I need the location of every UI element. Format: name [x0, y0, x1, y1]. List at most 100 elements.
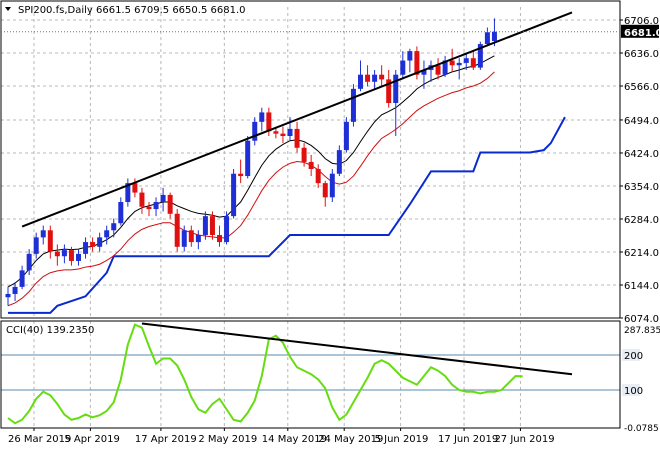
- dropdown-triangle-icon[interactable]: [5, 7, 11, 11]
- cci-trendline: [141, 322, 573, 376]
- candle-down: [294, 128, 300, 148]
- candle-down: [47, 230, 53, 252]
- candle-up: [153, 202, 159, 210]
- candles-layer: [5, 18, 497, 306]
- cci-panel-frame: [0, 320, 621, 429]
- candle-down: [322, 183, 328, 198]
- candle-down: [54, 251, 60, 257]
- candle-up: [407, 51, 413, 61]
- candle-up: [160, 194, 166, 203]
- cci-label: CCI(40) 139.2350: [6, 325, 94, 336]
- time-axis-label: 17 Apr 2019: [135, 434, 197, 445]
- price-trendline: [21, 11, 573, 228]
- candle-down: [167, 194, 173, 214]
- candle-up: [118, 202, 124, 224]
- time-axis-label: 5 Jun 2019: [375, 434, 429, 445]
- price-axis-label: 6284.0: [624, 215, 659, 226]
- candle-up: [224, 216, 230, 243]
- time-axis-label: 2 May 2019: [198, 434, 257, 445]
- middle-band-line: [7, 55, 495, 288]
- price-axis-label: 6494.0: [624, 116, 659, 127]
- candle-up: [484, 32, 490, 45]
- candle-up: [372, 74, 378, 82]
- candle-down: [273, 131, 279, 134]
- price-axis-label: 6706.0: [624, 16, 659, 27]
- cci-axis-label: 287.8357: [624, 326, 660, 336]
- time-axis-label: 27 Jun 2019: [494, 434, 554, 445]
- candle-up: [336, 150, 342, 174]
- candle-up: [97, 237, 103, 247]
- candle-down: [301, 147, 307, 162]
- cci-level-badge: [622, 384, 640, 396]
- grid-layer: [1, 7, 620, 428]
- candle-up: [33, 237, 39, 254]
- price-axis-label: 6144.0: [624, 281, 659, 292]
- support-step-line: [8, 116, 566, 314]
- time-axis-label: 26 Mar 2019: [8, 434, 71, 445]
- candle-up: [287, 128, 293, 136]
- candle-down: [209, 216, 215, 236]
- candle-up: [125, 183, 131, 203]
- candle-down: [470, 58, 476, 68]
- cci-line: [7, 323, 523, 425]
- last-price-badge-label: 6681.0: [624, 28, 660, 39]
- candle-down: [174, 213, 180, 247]
- price-axis-label: 6424.0: [624, 149, 659, 160]
- candle-down: [379, 74, 385, 80]
- lower-band-line: [7, 71, 495, 307]
- candle-up: [343, 121, 349, 151]
- candle-up: [358, 74, 363, 89]
- candle-up: [491, 31, 497, 41]
- candle-up: [83, 242, 89, 254]
- candle-up: [442, 60, 448, 75]
- bands-layer: [7, 55, 495, 307]
- candle-down: [217, 235, 222, 243]
- price-axis-label: 6566.0: [624, 82, 659, 93]
- candle-down: [365, 74, 371, 82]
- candle-down: [308, 161, 314, 169]
- candle-down: [68, 250, 74, 261]
- price-axis-label: 6074.0: [624, 314, 659, 325]
- support-line-layer: [8, 116, 566, 314]
- cci-axis-label: -0.0785: [624, 424, 659, 434]
- candle-down: [435, 65, 441, 75]
- candle-up: [393, 74, 399, 103]
- candle-down: [146, 206, 152, 210]
- trendline-layer: [21, 11, 573, 228]
- candle-up: [477, 44, 483, 68]
- symbol-ohlc-label: SPI200.fs,Daily 6661.5 6709.5 6650.5 668…: [18, 5, 245, 16]
- last-price-badge: [621, 24, 659, 38]
- candle-up: [245, 140, 251, 177]
- price-axis-label: 6636.0: [624, 49, 659, 60]
- candle-up: [76, 253, 81, 261]
- candle-up: [329, 173, 335, 198]
- candle-down: [132, 183, 138, 193]
- candle-up: [111, 223, 117, 231]
- cci-header: CCI(40) 139.2350: [6, 325, 94, 336]
- candle-up: [202, 216, 208, 236]
- candle-down: [315, 169, 321, 184]
- candle-up: [400, 60, 406, 75]
- candle-up: [259, 112, 265, 122]
- candle-down: [280, 133, 286, 136]
- candle-up: [26, 253, 32, 271]
- candle-up: [456, 62, 462, 66]
- candle-down: [238, 173, 244, 177]
- time-axis-label: 17 Jun 2019: [438, 434, 498, 445]
- cci-layer: [7, 322, 573, 425]
- cci-axis-label: 100: [624, 386, 643, 397]
- candle-up: [19, 270, 25, 287]
- candle-down: [386, 79, 392, 103]
- candle-up: [252, 121, 258, 141]
- axis-layer: 6706.0 6636.0 6566.0 6494.0 6424.0 6354.0 6284…: [8, 16, 660, 445]
- candle-down: [90, 242, 96, 247]
- cci-level-badge: [622, 349, 640, 361]
- candle-down: [139, 192, 145, 207]
- chart-header: SPI200.fs,Daily 6661.5 6709.5 6650.5 668…: [5, 5, 245, 16]
- candle-up: [181, 230, 187, 247]
- time-axis-label: 14 May 2019: [262, 434, 327, 445]
- price-panel-frame: [0, 0, 621, 319]
- candle-up: [5, 293, 11, 298]
